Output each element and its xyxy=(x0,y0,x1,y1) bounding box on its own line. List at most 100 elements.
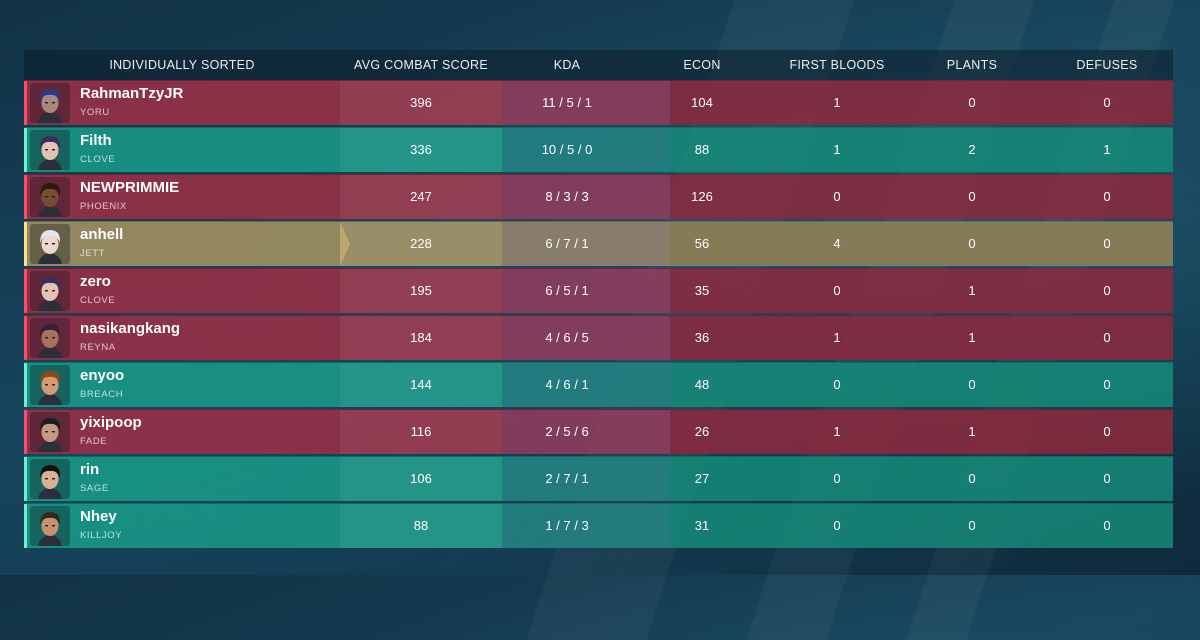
kda-value: 1 / 7 / 3 xyxy=(545,518,589,533)
first-bloods-value: 1 xyxy=(833,95,841,110)
column-shade xyxy=(502,457,670,501)
acs-value: 396 xyxy=(410,95,432,110)
first-bloods-value: 0 xyxy=(833,189,841,204)
player-row[interactable]: rin SAGE 106 2 / 7 / 1 27 0 0 0 xyxy=(24,456,1173,501)
econ-value: 27 xyxy=(694,471,710,486)
player-row[interactable]: RahmanTzyJR YORU 396 11 / 5 / 1 104 1 0 0 xyxy=(24,80,1173,125)
yoru-portrait-icon xyxy=(30,83,70,123)
acs-value: 184 xyxy=(410,330,432,345)
column-header-kda[interactable]: KDA xyxy=(553,58,581,72)
column-shade xyxy=(502,128,670,172)
kda-value: 2 / 5 / 6 xyxy=(545,424,589,439)
agent-name: BREACH xyxy=(80,389,124,400)
jett-portrait-icon xyxy=(30,224,70,264)
column-shade xyxy=(670,504,1173,548)
player-name: enyoo xyxy=(80,367,125,384)
scoreboard-header: INDIVIDUALLY SORTED AVG COMBAT SCORE KDA… xyxy=(24,50,1173,80)
clove-portrait-icon xyxy=(30,130,70,170)
column-shade xyxy=(340,128,502,172)
player-name: Filth xyxy=(80,132,112,149)
column-shade xyxy=(502,504,670,548)
column-shade xyxy=(670,410,1173,454)
player-row[interactable]: Filth CLOVE 336 10 / 5 / 0 88 1 2 1 xyxy=(24,127,1173,172)
player-row[interactable]: enyoo BREACH 144 4 / 6 / 1 48 0 0 0 xyxy=(24,362,1173,407)
econ-value: 36 xyxy=(694,330,710,345)
agent-name: REYNA xyxy=(80,342,116,353)
agent-name: PHOENIX xyxy=(80,201,127,212)
first-bloods-value: 0 xyxy=(833,471,841,486)
first-bloods-value: 1 xyxy=(833,330,841,345)
column-header-first-bloods[interactable]: FIRST BLOODS xyxy=(789,58,885,72)
acs-value: 144 xyxy=(410,377,432,392)
defuses-value: 1 xyxy=(1103,142,1111,157)
first-bloods-value: 4 xyxy=(833,236,841,251)
plants-value: 0 xyxy=(968,95,976,110)
killjoy-portrait-icon xyxy=(30,506,70,546)
column-shade xyxy=(340,504,502,548)
column-shade xyxy=(670,128,1173,172)
column-header-defuses[interactable]: DEFUSES xyxy=(1076,58,1138,72)
sage-portrait-icon xyxy=(30,459,70,499)
column-shade xyxy=(670,363,1173,407)
player-name: yixipoop xyxy=(80,414,142,431)
player-row[interactable]: nasikangkang REYNA 184 4 / 6 / 5 36 1 1 0 xyxy=(24,315,1173,360)
defuses-value: 0 xyxy=(1103,330,1111,345)
column-shade xyxy=(340,269,502,313)
agent-name: KILLJOY xyxy=(80,530,123,541)
defuses-value: 0 xyxy=(1103,189,1111,204)
plants-value: 0 xyxy=(968,518,976,533)
player-row[interactable]: zero CLOVE 195 6 / 5 / 1 35 0 1 0 xyxy=(24,268,1173,313)
acs-value: 228 xyxy=(410,236,432,251)
column-header-acs[interactable]: AVG COMBAT SCORE xyxy=(354,58,488,72)
player-row[interactable]: yixipoop FADE 116 2 / 5 / 6 26 1 1 0 xyxy=(24,409,1173,454)
player-name: zero xyxy=(80,273,111,290)
scoreboard: INDIVIDUALLY SORTED AVG COMBAT SCORE KDA… xyxy=(24,50,1173,550)
phoenix-portrait-icon xyxy=(30,177,70,217)
agent-name: JETT xyxy=(80,248,106,259)
fade-portrait-icon xyxy=(30,412,70,452)
player-name: NEWPRIMMIE xyxy=(80,179,180,196)
column-shade xyxy=(502,81,670,125)
first-bloods-value: 0 xyxy=(833,283,841,298)
econ-value: 48 xyxy=(694,377,710,392)
plants-value: 2 xyxy=(968,142,976,157)
column-shade xyxy=(502,175,670,219)
column-shade xyxy=(340,81,502,125)
column-shade xyxy=(340,410,502,454)
column-header-econ[interactable]: ECON xyxy=(683,58,721,72)
plants-value: 1 xyxy=(968,330,976,345)
plants-value: 0 xyxy=(968,377,976,392)
econ-value: 104 xyxy=(691,95,713,110)
kda-value: 2 / 7 / 1 xyxy=(545,471,589,486)
column-shade xyxy=(340,175,502,219)
player-row[interactable]: anhell JETT 228 6 / 7 / 1 56 4 0 0 xyxy=(24,221,1173,266)
defuses-value: 0 xyxy=(1103,377,1111,392)
acs-value: 195 xyxy=(410,283,432,298)
column-shade xyxy=(502,363,670,407)
acs-value: 247 xyxy=(410,189,432,204)
kda-value: 4 / 6 / 1 xyxy=(545,377,589,392)
player-row[interactable]: Nhey KILLJOY 88 1 / 7 / 3 31 0 0 0 xyxy=(24,503,1173,548)
column-shade xyxy=(502,222,670,266)
defuses-value: 0 xyxy=(1103,95,1111,110)
column-shade xyxy=(502,269,670,313)
column-header-plants[interactable]: PLANTS xyxy=(946,58,998,72)
first-bloods-value: 0 xyxy=(833,377,841,392)
kda-value: 10 / 5 / 0 xyxy=(541,142,593,157)
player-row[interactable]: NEWPRIMMIE PHOENIX 247 8 / 3 / 3 126 0 0 0 xyxy=(24,174,1173,219)
first-bloods-value: 0 xyxy=(833,518,841,533)
defuses-value: 0 xyxy=(1103,424,1111,439)
econ-value: 35 xyxy=(694,283,710,298)
agent-name: FADE xyxy=(80,436,108,447)
column-shade xyxy=(670,222,1173,266)
clove-portrait-icon xyxy=(30,271,70,311)
plants-value: 0 xyxy=(968,189,976,204)
acs-value: 106 xyxy=(410,471,432,486)
econ-value: 56 xyxy=(694,236,710,251)
column-shade xyxy=(340,363,502,407)
column-shade xyxy=(670,269,1173,313)
econ-value: 88 xyxy=(694,142,710,157)
kda-value: 4 / 6 / 5 xyxy=(545,330,589,345)
column-header-sort[interactable]: INDIVIDUALLY SORTED xyxy=(109,58,255,72)
column-shade xyxy=(340,222,502,266)
